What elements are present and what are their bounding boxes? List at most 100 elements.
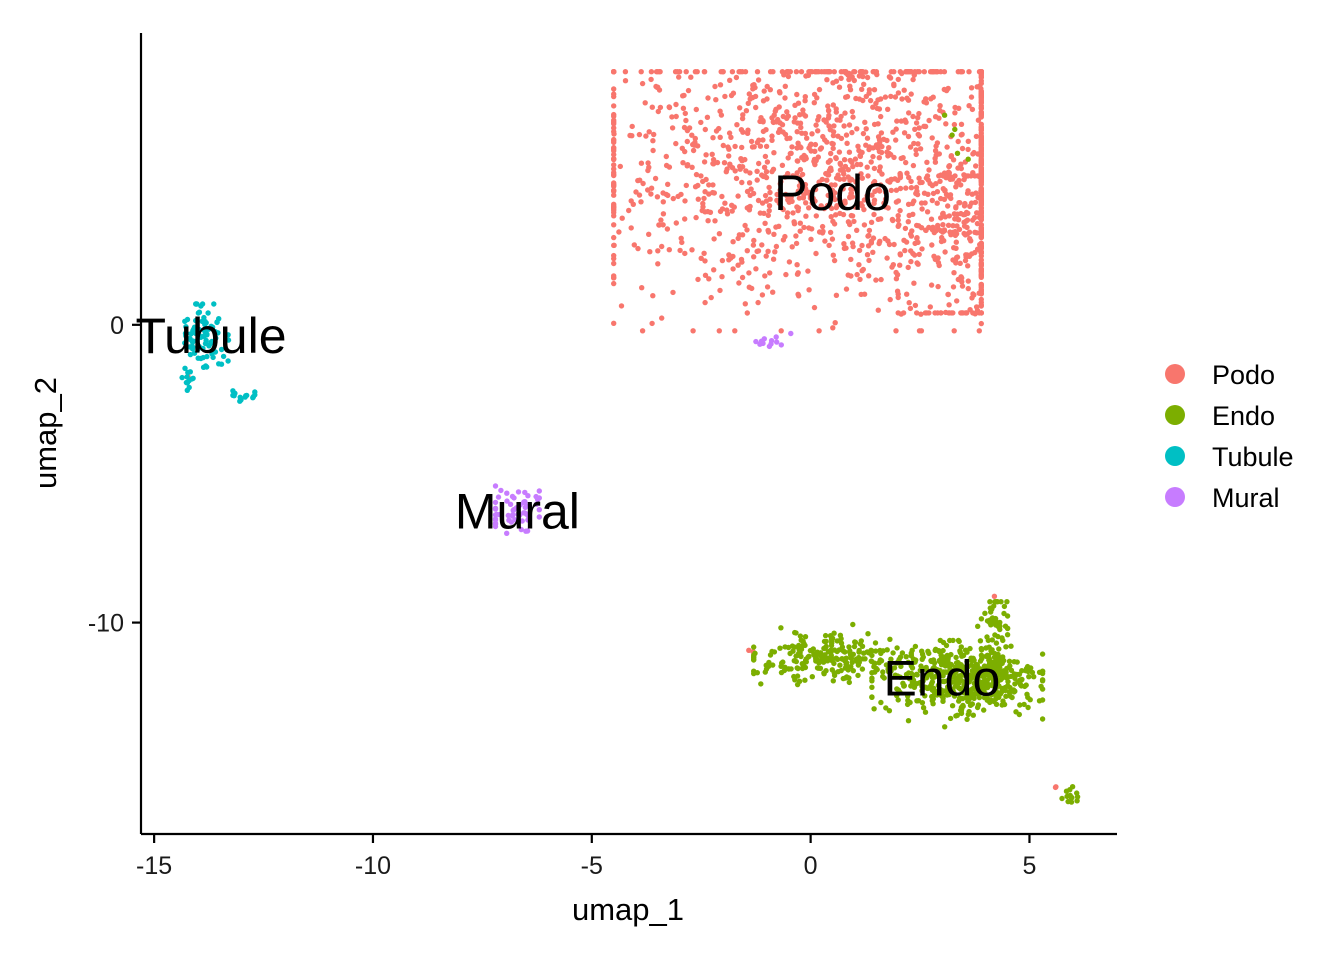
data-point-podo bbox=[695, 196, 701, 202]
data-point-podo bbox=[916, 328, 923, 334]
data-point-podo bbox=[864, 164, 870, 170]
data-point-podo bbox=[759, 242, 765, 248]
data-point-podo bbox=[746, 91, 752, 97]
data-point-endo bbox=[964, 649, 970, 655]
data-point-endo bbox=[915, 698, 922, 704]
data-point-podo bbox=[888, 93, 894, 100]
data-point-podo bbox=[611, 136, 617, 143]
data-point-endo bbox=[1001, 701, 1008, 708]
data-point-podo bbox=[611, 170, 617, 176]
data-point-podo bbox=[619, 215, 625, 221]
data-point-podo bbox=[816, 229, 823, 235]
data-point-endo bbox=[998, 671, 1004, 677]
data-point-podo bbox=[897, 262, 903, 268]
data-point-endo bbox=[947, 637, 953, 644]
data-point-podo bbox=[861, 81, 867, 88]
data-point-podo bbox=[777, 187, 783, 193]
data-point-endo bbox=[906, 676, 913, 682]
data-point-podo bbox=[910, 76, 916, 83]
data-point-podo bbox=[978, 134, 984, 140]
data-point-podo bbox=[898, 155, 904, 162]
data-point-podo bbox=[953, 245, 959, 251]
data-point-podo bbox=[922, 200, 928, 206]
data-point-endo bbox=[953, 654, 959, 661]
data-point-endo bbox=[964, 693, 970, 700]
data-point-tubule bbox=[194, 338, 200, 344]
data-point-podo bbox=[926, 167, 932, 173]
data-point-endo bbox=[954, 150, 961, 156]
data-point-podo bbox=[756, 160, 762, 167]
cluster-labels: Podo Tubule Mural Endo bbox=[135, 165, 1000, 706]
data-point-endo bbox=[869, 684, 875, 690]
data-point-podo bbox=[828, 150, 834, 157]
data-point-podo bbox=[762, 192, 769, 199]
data-point-endo bbox=[802, 634, 809, 640]
legend-key-mural bbox=[1165, 487, 1185, 507]
data-point-podo bbox=[717, 287, 723, 294]
data-point-endo bbox=[845, 667, 851, 673]
data-point-podo bbox=[966, 229, 973, 235]
data-point-podo bbox=[636, 192, 643, 198]
data-point-podo bbox=[895, 177, 901, 183]
data-point-endo bbox=[777, 645, 783, 651]
data-point-endo bbox=[1021, 701, 1027, 708]
data-point-podo bbox=[804, 135, 810, 141]
data-point-podo bbox=[648, 191, 654, 197]
data-point-podo bbox=[875, 307, 881, 313]
data-point-endo bbox=[792, 677, 798, 683]
data-point-podo bbox=[792, 102, 798, 109]
data-point-podo bbox=[629, 123, 635, 130]
data-point-podo bbox=[888, 69, 894, 75]
data-point-podo bbox=[871, 69, 877, 75]
data-point-endo bbox=[821, 645, 827, 652]
data-point-podo bbox=[611, 204, 617, 210]
data-point-podo bbox=[825, 108, 832, 114]
data-point-podo bbox=[617, 163, 623, 170]
data-point-mural bbox=[519, 518, 525, 524]
data-point-endo bbox=[751, 644, 757, 650]
data-point-podo bbox=[917, 146, 924, 152]
data-point-podo bbox=[962, 257, 969, 264]
data-point-podo bbox=[751, 254, 757, 260]
data-point-endo bbox=[873, 648, 879, 654]
data-point-podo bbox=[913, 147, 919, 153]
data-point-endo bbox=[1011, 671, 1017, 677]
data-point-tubule bbox=[187, 351, 194, 358]
data-point-endo bbox=[922, 684, 928, 690]
data-point-podo bbox=[978, 290, 984, 297]
data-point-podo bbox=[793, 69, 800, 75]
data-point-podo bbox=[876, 155, 882, 161]
data-point-endo bbox=[954, 712, 960, 718]
data-point-podo bbox=[760, 119, 766, 125]
data-point-podo bbox=[838, 113, 844, 120]
cluster-label-mural: Mural bbox=[455, 484, 580, 540]
data-point-podo bbox=[844, 140, 850, 146]
data-point-podo bbox=[639, 80, 646, 87]
data-point-endo bbox=[894, 645, 900, 651]
data-point-endo bbox=[975, 623, 981, 629]
data-point-podo bbox=[945, 222, 952, 228]
data-point-endo bbox=[778, 625, 784, 631]
data-point-podo bbox=[836, 84, 843, 90]
data-point-podo bbox=[882, 94, 889, 100]
data-point-endo bbox=[955, 661, 961, 667]
data-point-podo bbox=[864, 135, 871, 141]
data-point-podo bbox=[854, 161, 860, 168]
data-point-endo bbox=[1026, 674, 1032, 680]
data-point-podo bbox=[813, 157, 819, 164]
data-point-podo bbox=[701, 250, 707, 256]
data-point-podo bbox=[865, 243, 872, 249]
data-point-endo bbox=[978, 647, 985, 653]
data-point-podo bbox=[866, 90, 872, 96]
data-point-endo bbox=[925, 669, 932, 675]
data-point-podo bbox=[903, 69, 909, 75]
data-point-podo bbox=[923, 227, 929, 233]
data-point-podo bbox=[702, 209, 708, 215]
data-point-podo bbox=[727, 77, 733, 84]
data-point-endo bbox=[993, 696, 999, 702]
data-point-podo bbox=[905, 264, 911, 271]
data-point-podo bbox=[809, 131, 815, 137]
data-point-endo bbox=[1068, 799, 1075, 805]
data-point-podo bbox=[628, 198, 634, 204]
data-point-endo bbox=[901, 683, 907, 689]
